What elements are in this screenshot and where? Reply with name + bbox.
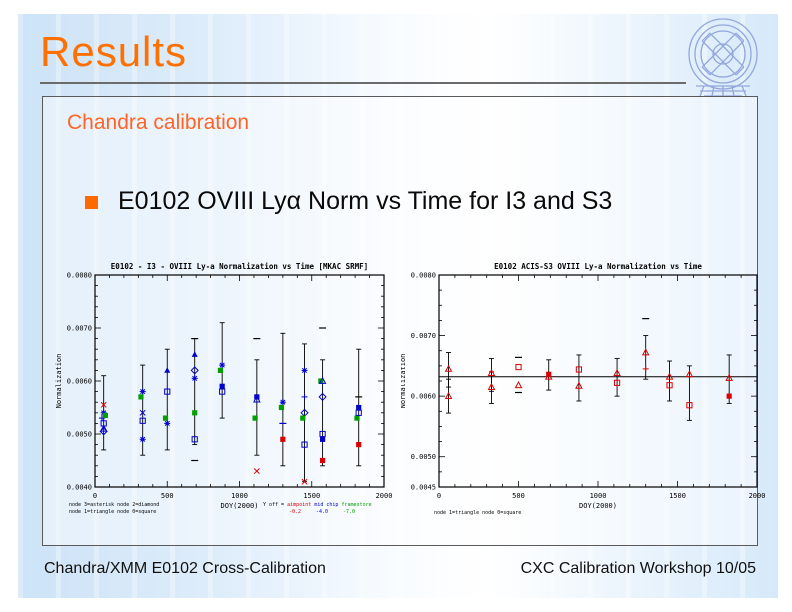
svg-text:DOY(2000): DOY(2000) xyxy=(579,502,617,510)
svg-text:node 3=asterisk node 2=diamon: node 3=asterisk node 2=diamond xyxy=(69,502,159,508)
footer-left-text: Chandra/XMM E0102 Cross-Calibration xyxy=(44,560,326,577)
svg-text:0.0070: 0.0070 xyxy=(67,325,92,333)
bullet-item: E0102 OVIII Lyα Norm vs Time for I3 and … xyxy=(85,187,612,216)
svg-text:-4.0: -4.0 xyxy=(316,509,328,515)
svg-text:E0102 - I3 - OVIII Ly-a Normal: E0102 - I3 - OVIII Ly-a Normalization vs… xyxy=(111,262,368,271)
footer-right-text: CXC Calibration Workshop 10/05 xyxy=(520,560,756,577)
svg-text:0.0060: 0.0060 xyxy=(67,378,92,386)
svg-text:Y off =: Y off = xyxy=(263,502,284,508)
cxc-chandra-logo-icon xyxy=(688,18,758,97)
plot-canvas: 0 500 1000 1500 2000 0.0045 0.0050 0.0060 0.0070… xyxy=(401,262,765,516)
svg-text:0: 0 xyxy=(437,492,441,500)
content-box: Chandra calibration E0102 OVIII Lyα Norm… xyxy=(42,96,765,546)
svg-text:1500: 1500 xyxy=(669,492,686,500)
svg-text:-7.0: -7.0 xyxy=(343,509,355,515)
svg-text:-0.2: -0.2 xyxy=(289,509,301,515)
svg-text:0.0080: 0.0080 xyxy=(67,272,92,280)
svg-text:0.0045: 0.0045 xyxy=(411,484,436,492)
left-plot: 0 500 1000 1500 2000 0.0040 0.0050 0.0060 0.0070… xyxy=(55,262,392,515)
right-plot: 0 500 1000 1500 2000 0.0045 0.0050 0.0060 0.0070… xyxy=(401,262,765,516)
svg-text:node 1=triangle node 0=squar: node 1=triangle node 0=square xyxy=(434,510,521,516)
title-divider xyxy=(40,82,686,84)
svg-text:500: 500 xyxy=(512,492,525,500)
svg-text:1000: 1000 xyxy=(590,492,607,500)
svg-text:0.0050: 0.0050 xyxy=(411,453,436,461)
svg-text:Normalization: Normalization xyxy=(55,354,63,409)
svg-text:framestore: framestore xyxy=(342,502,372,508)
svg-text:2000: 2000 xyxy=(376,492,393,500)
slide: Results Chandra calibration E0102 OVIII … xyxy=(18,14,778,598)
svg-text:DOY(2000): DOY(2000) xyxy=(221,502,259,510)
section-heading: Chandra calibration xyxy=(67,111,250,134)
svg-text:aimpoint: aimpoint xyxy=(287,502,311,508)
svg-text:0.0040: 0.0040 xyxy=(67,484,92,492)
svg-text:E0102 ACIS-S3 OVIII Ly-a Norma: E0102 ACIS-S3 OVIII Ly-a Normalization v… xyxy=(494,262,702,271)
svg-text:0.0080: 0.0080 xyxy=(411,272,436,280)
svg-text:2000: 2000 xyxy=(749,492,766,500)
svg-text:0.0050: 0.0050 xyxy=(67,431,92,439)
svg-text:500: 500 xyxy=(161,492,174,500)
page-title: Results xyxy=(40,28,188,75)
svg-text:0.0070: 0.0070 xyxy=(411,332,436,340)
svg-text:1000: 1000 xyxy=(231,492,248,500)
svg-text:node 1=triangle node 0=square: node 1=triangle node 0=square xyxy=(69,509,156,515)
bullet-text: E0102 OVIII Lyα Norm vs Time for I3 and … xyxy=(118,187,613,215)
svg-text:mid chip: mid chip xyxy=(314,502,338,508)
svg-text:1500: 1500 xyxy=(303,492,320,500)
plot-canvas: 0 500 1000 1500 2000 0.0040 0.0050 0.0060 0.0070… xyxy=(55,262,392,515)
bullet-icon xyxy=(85,196,98,209)
svg-text:Normalization: Normalization xyxy=(401,354,407,409)
svg-text:0: 0 xyxy=(93,492,97,500)
svg-text:0.0060: 0.0060 xyxy=(411,393,436,401)
